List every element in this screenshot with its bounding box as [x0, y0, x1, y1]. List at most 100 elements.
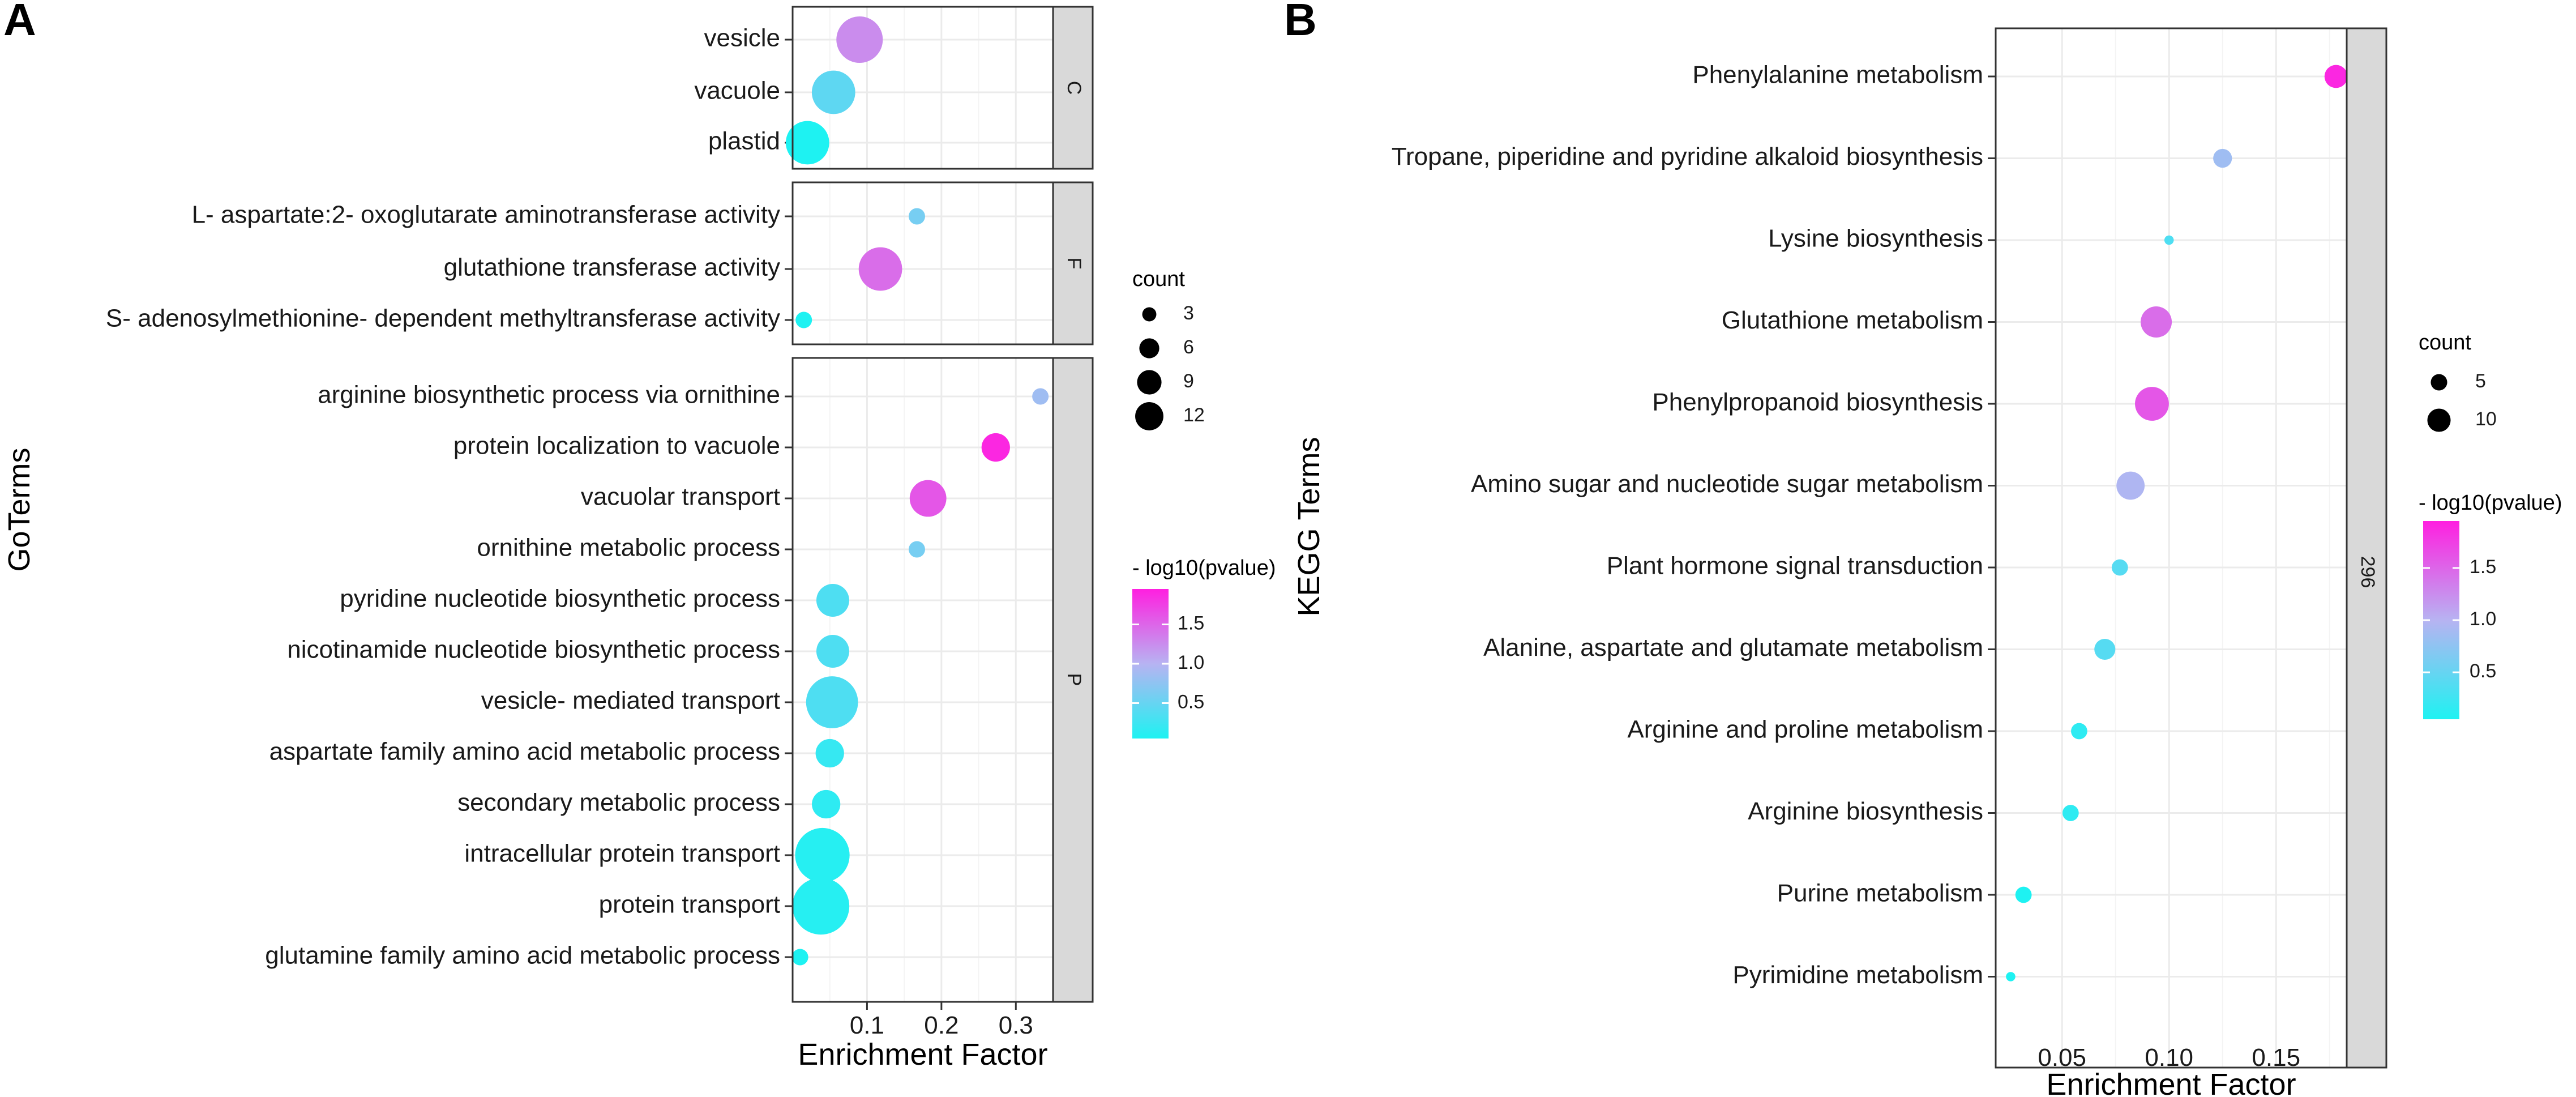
- data-point: [815, 739, 844, 768]
- panel-b-facet: Phenylalanine metabolism Tropane, piperid…: [1392, 27, 2387, 1069]
- data-point: [908, 541, 925, 558]
- y-tick-label: intracellular protein transport: [464, 840, 780, 868]
- data-point: [2141, 306, 2172, 338]
- y-tick-label: L- aspartate:2- oxoglutarate aminotransf…: [192, 201, 780, 229]
- x-tick-label: 0.10: [2145, 1044, 2193, 1072]
- x-tick-label: 0.15: [2252, 1044, 2300, 1072]
- data-point: [806, 676, 858, 728]
- y-tick-label: Arginine and proline metabolism: [1627, 716, 1983, 744]
- data-point: [981, 433, 1010, 462]
- size-legend-key: [1142, 307, 1157, 322]
- size-legend-key: [2427, 408, 2451, 432]
- panel-b-background: [1996, 28, 2347, 1068]
- size-legend-label: 3: [1183, 302, 1194, 324]
- panel-a-facet-c-strip: [1052, 6, 1094, 170]
- y-tick-label: S- adenosylmethionine- dependent methylt…: [106, 305, 780, 332]
- y-tick-label: arginine biosynthetic process via ornith…: [318, 381, 780, 409]
- size-legend-label: 12: [1183, 404, 1205, 426]
- panel-a-facet-p-points: [791, 388, 1049, 966]
- data-point: [2213, 148, 2232, 168]
- data-point: [795, 311, 812, 328]
- y-tick-label: Pyrimidine metabolism: [1732, 961, 1983, 989]
- y-tick-label: glutathione transferase activity: [444, 254, 780, 281]
- data-point: [811, 70, 855, 114]
- y-tick-label: vacuolar transport: [581, 483, 780, 511]
- panel-a-size-legend: 3 6 9 12: [1135, 302, 1205, 430]
- data-point: [792, 877, 850, 935]
- data-point: [858, 247, 902, 291]
- y-tick-label: aspartate family amino acid metabolic pr…: [269, 738, 780, 766]
- data-point: [795, 827, 850, 883]
- panel-a-facet-c-grid: vesicle vacuole plastid: [694, 7, 1053, 169]
- data-point: [909, 480, 947, 517]
- panel-b-color-legend-ticks: 0.5 1.0 1.5: [2423, 556, 2496, 682]
- size-legend-label: 6: [1183, 336, 1194, 358]
- y-tick-label: Phenylalanine metabolism: [1692, 61, 1983, 89]
- panel-b: B Phenylalanine metabolism Tropane, piper…: [1284, 0, 2562, 1097]
- y-tick-label: plastid: [708, 127, 780, 155]
- x-tick-label: 0.3: [999, 1011, 1033, 1039]
- x-tick-label: 0.05: [2038, 1044, 2086, 1072]
- data-point: [816, 635, 849, 668]
- y-tick-label: Alanine, aspartate and glutamate metabol…: [1483, 634, 1983, 661]
- panel-a-legend: count 3 6 9 12 - log10(pvalue) 0.5 1.0 1.5: [1132, 267, 1276, 739]
- y-tick-label: pyridine nucleotide biosynthetic process: [340, 585, 780, 613]
- panel-a: A vesicle vacuole plastid C L- aspartate:2…: [2, 0, 1276, 1072]
- data-point: [791, 949, 808, 966]
- panel-b-strip-label: 296: [2357, 556, 2378, 588]
- data-point: [785, 121, 829, 165]
- panel-a-facet-f-strip: [1052, 181, 1094, 345]
- data-point: [2135, 387, 2169, 421]
- data-point: [2071, 723, 2087, 740]
- panel-a-y-axis-title: GoTerms: [2, 447, 36, 571]
- panel-a-facet-f-grid: L- aspartate:2- oxoglutarate aminotransf…: [106, 182, 1053, 344]
- data-point: [816, 584, 849, 617]
- data-point: [2094, 638, 2116, 660]
- panel-b-size-legend-title: count: [2419, 331, 2471, 355]
- panel-a-facet-p-strip-label: P: [1063, 673, 1085, 686]
- panel-a-facet-f: L- aspartate:2- oxoglutarate aminotransf…: [106, 181, 1094, 345]
- panel-a-letter: A: [3, 0, 36, 45]
- panel-b-grid: Phenylalanine metabolism Tropane, piperid…: [1392, 28, 2347, 1068]
- y-tick-label: vesicle- mediated transport: [481, 687, 780, 715]
- y-tick-label: Lysine biosynthesis: [1768, 225, 1983, 253]
- y-tick-label: protein localization to vacuole: [453, 432, 780, 460]
- panel-b-size-legend: 5 10: [2427, 370, 2497, 432]
- color-legend-label: 1.0: [2470, 608, 2496, 630]
- panel-b-color-legend-title: - log10(pvalue): [2419, 491, 2562, 515]
- data-point: [908, 208, 925, 225]
- size-legend-label: 5: [2475, 370, 2486, 392]
- color-legend-label: 0.5: [1178, 691, 1204, 712]
- color-legend-label: 0.5: [2470, 660, 2496, 682]
- y-tick-label: Purine metabolism: [1777, 880, 1983, 907]
- data-point: [812, 789, 841, 819]
- panel-a-facet-f-background: [793, 182, 1053, 344]
- panel-a-size-legend-title: count: [1132, 267, 1185, 291]
- y-tick-label: vesicle: [704, 24, 781, 52]
- size-legend-label: 9: [1183, 370, 1194, 392]
- y-tick-label: Amino sugar and nucleotide sugar metabol…: [1471, 470, 1983, 498]
- y-tick-label: secondary metabolic process: [457, 789, 780, 817]
- y-tick-label: vacuole: [694, 77, 780, 105]
- data-point: [2164, 235, 2174, 245]
- y-tick-label: protein transport: [599, 891, 780, 919]
- color-legend-label: 1.5: [1178, 613, 1204, 634]
- data-point: [2062, 805, 2079, 821]
- panel-b-y-axis-title: KEGG Terms: [1292, 437, 1326, 616]
- panel-a-facet-f-points: [795, 208, 925, 328]
- panel-a-facet-p-grid: arginine biosynthetic process via ornith…: [265, 358, 1053, 1002]
- data-point: [2116, 471, 2145, 500]
- panel-a-facet-p-strip: [1052, 357, 1094, 1003]
- data-point: [2324, 65, 2348, 88]
- panel-a-color-legend-title: - log10(pvalue): [1132, 556, 1276, 580]
- data-point: [1032, 388, 1049, 405]
- size-legend-key: [2430, 374, 2447, 391]
- panel-a-facet-c-strip-label: C: [1063, 81, 1085, 95]
- size-legend-key: [1137, 370, 1162, 395]
- data-point: [836, 16, 883, 63]
- y-tick-label: nicotinamide nucleotide biosynthetic pro…: [287, 636, 780, 664]
- data-point: [2111, 559, 2128, 576]
- y-tick-label: Tropane, piperidine and pyridine alkaloi…: [1392, 143, 1983, 170]
- panel-a-facet-c-points: [785, 16, 883, 165]
